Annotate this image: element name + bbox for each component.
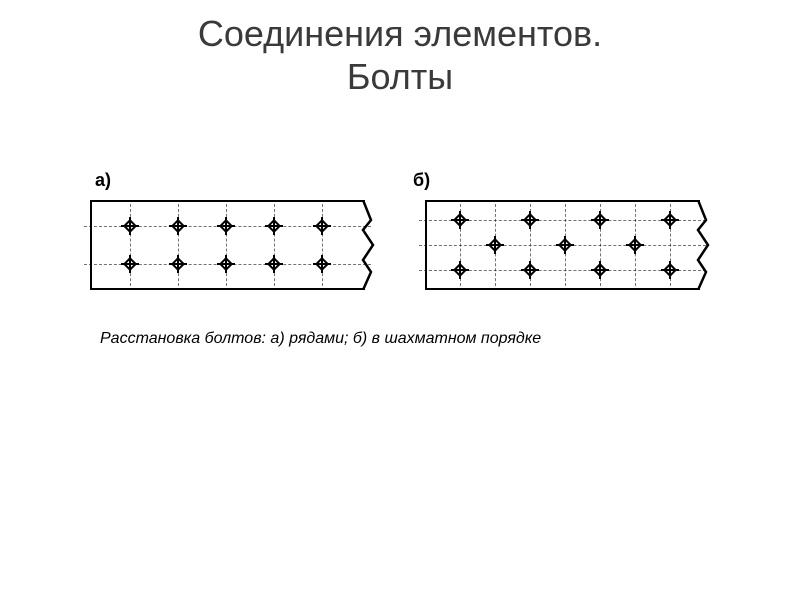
diagram-container: а) б) Расстановка болтов: а) рядами; б) … [90,170,710,330]
panel-a-label: а) [95,170,111,191]
panel-a-bolt-tick [273,255,275,273]
panel-b-bolt-tick [494,236,496,254]
panel-b-label: б) [413,170,430,191]
panel-a-bolt-tick [177,217,179,235]
panel-b-bolt-tick [634,236,636,254]
panel-a-bolt-tick [225,217,227,235]
title-line-2: Болты [347,56,453,97]
panel-b-bolt-tick [564,236,566,254]
panel-a-bolt-tick [129,217,131,235]
panel-b-bolt-tick [529,211,531,229]
plate-a-break-icon [361,200,375,290]
panel-b-bolt-tick [459,261,461,279]
panel-a-bolt-tick [177,255,179,273]
panel-b-bolt-tick [599,261,601,279]
panel-b-bolt-tick [529,261,531,279]
panel-a-bolt-tick [129,255,131,273]
panel-b-bolt-tick [599,211,601,229]
plate-a-border [90,200,365,290]
panel-b-bolt-tick [669,211,671,229]
panel-a-bolt-tick [321,217,323,235]
panel-b-bolt-tick [669,261,671,279]
slide-title: Соединения элементов. Болты [0,0,800,98]
panel-a-bolt-tick [321,255,323,273]
plate-a [90,200,365,290]
panel-b-bolt-tick [459,211,461,229]
title-line-1: Соединения элементов. [198,13,602,54]
diagram-caption: Расстановка болтов: а) рядами; б) в шахм… [100,330,541,348]
panel-a-bolt-tick [273,217,275,235]
panel-a-bolt-tick [225,255,227,273]
